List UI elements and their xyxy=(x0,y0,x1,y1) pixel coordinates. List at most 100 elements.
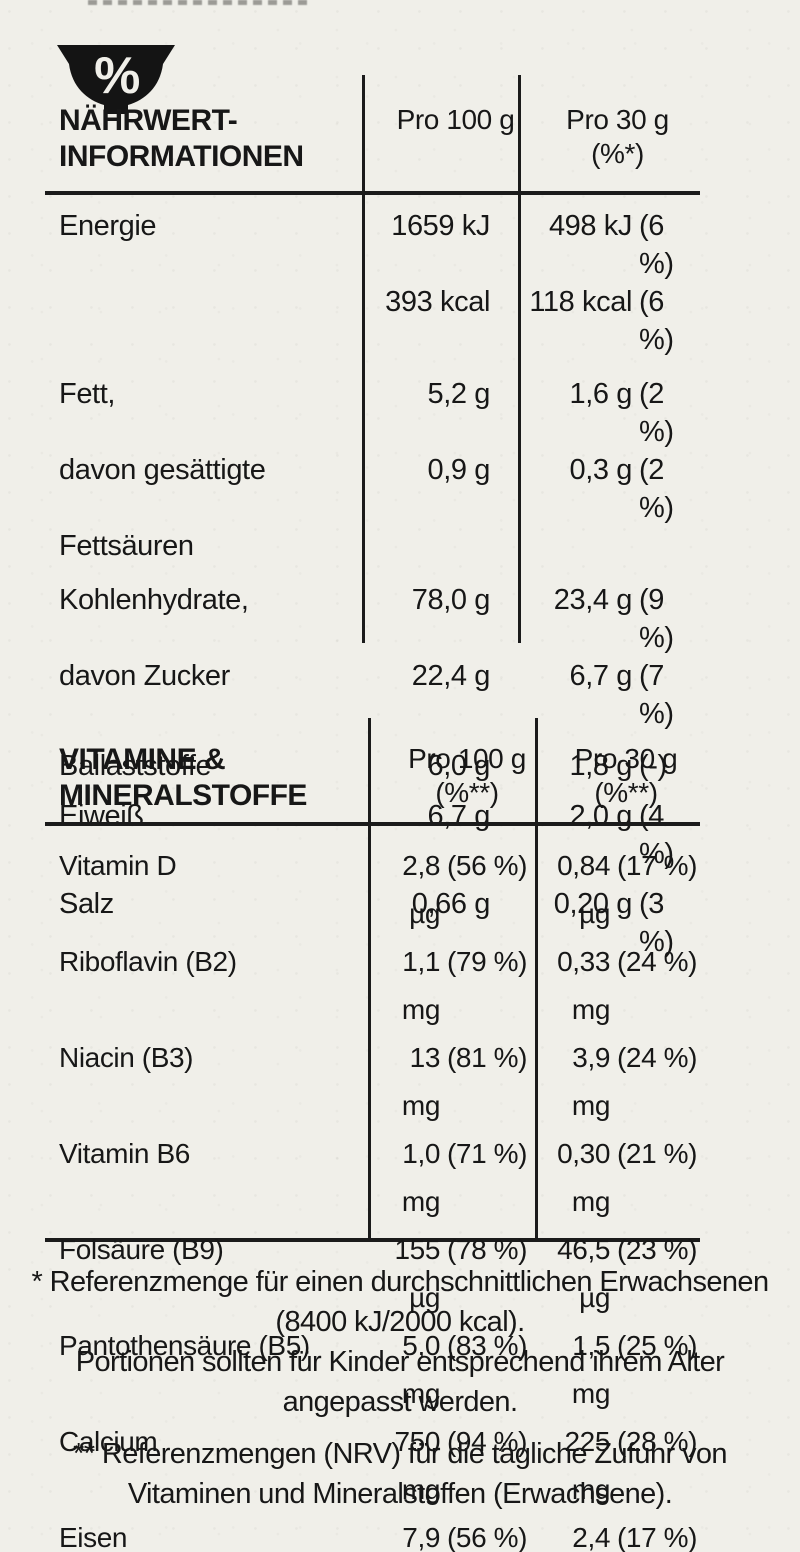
table-row-eisen: Eisen 7,9 mg (56 %) 2,4 mg (17 %) xyxy=(45,1514,700,1552)
value-per100: 7,9 mg (56 %) xyxy=(368,1514,538,1552)
table-row-zucker: davon Zucker 22,4 g 6,7 g (7 %) xyxy=(45,657,700,733)
value-per30-percent: (2 %) xyxy=(639,454,674,524)
row-label: Folsäure (B9) xyxy=(59,1234,224,1265)
value-per30-amount: 23,4 g xyxy=(553,584,633,616)
table-row-energie: Energie 1659 kJ 498 kJ (6 %) xyxy=(45,207,700,283)
value-per30: 498 kJ (6 %) xyxy=(518,207,700,283)
value-per30-amount: 1,5 mg xyxy=(571,1330,611,1409)
value-per30-amount: 118 kcal xyxy=(529,286,632,318)
col-header-line: (%**) xyxy=(435,777,499,808)
value-per30-amount: 0,33 mg xyxy=(557,946,610,1025)
value-per30-amount: 225 mg xyxy=(564,1426,610,1505)
row-label: Calcium xyxy=(59,1426,158,1457)
table-row-salz: Salz 0,66 g 0,20 g (3 %) xyxy=(45,885,700,961)
title-line: VITAMINE & xyxy=(59,743,226,776)
value-per30-amount: 2,0 g xyxy=(569,800,633,832)
value-per100-amount: 7,9 mg xyxy=(402,1522,440,1552)
value-per30: 0,20 g (3 %) xyxy=(518,885,700,961)
col-header-line: Pro 30 g xyxy=(574,743,678,774)
value-per100: 1659 kJ xyxy=(391,210,490,242)
table-row-riboflavin: Riboflavin (B2) 1,1 mg (79 %) 0,33 mg (2… xyxy=(45,938,700,1034)
column-divider xyxy=(368,718,371,1238)
value-per30: 6,7 g (7 %) xyxy=(518,657,700,733)
value-per30-amount: 498 kJ xyxy=(548,210,632,242)
value-per30-amount: 1,8 g xyxy=(569,750,633,782)
row-label: Vitamin B6 xyxy=(59,1138,190,1169)
title-line: INFORMATIONEN xyxy=(59,140,304,173)
column-divider xyxy=(535,718,538,1238)
value-per30: 0,33 mg (24 %) xyxy=(538,938,700,1034)
row-label: Fett, xyxy=(59,378,116,410)
col-header-per100: Pro 100 g xyxy=(376,75,535,191)
percent-bowl-icon: % xyxy=(54,42,178,124)
table-row-pantothensaeure: Pantothensäure (B5) 5,0 mg (83 %) 1,5 mg… xyxy=(45,1322,700,1418)
value-per100: 393 kcal xyxy=(385,286,490,318)
value-per100: 5,0 mg (83 %) xyxy=(368,1322,538,1418)
value-per100: 6,0 g xyxy=(427,750,491,782)
value-per30: 0,3 g (2 %) xyxy=(518,451,700,527)
footnote-line: ** Referenzmengen (NRV) für die tägliche… xyxy=(73,1438,728,1470)
nutrition-table: NÄHRWERT- INFORMATIONEN Pro 100 g Pro 30… xyxy=(45,75,700,958)
table-row-vitamin-d: Vitamin D 2,8 µg (56 %) 0,84 µg (17 %) xyxy=(45,842,700,938)
table-row-energie-kcal: 393 kcal 118 kcal (6 %) xyxy=(45,283,700,359)
value-per30-percent: (6 %) xyxy=(639,210,674,280)
footnote-line: * Referenzmenge für einen durchschnittli… xyxy=(31,1266,770,1298)
value-per30-percent: (23 %) xyxy=(617,1234,698,1265)
value-per30-amount: 0,84 µg xyxy=(557,850,610,929)
row-label: Niacin (B3) xyxy=(59,1042,194,1073)
value-per30-amount: 0,20 g xyxy=(553,888,633,920)
value-per30-percent: (9 %) xyxy=(639,584,674,654)
row-label: Ballaststoffe xyxy=(59,750,212,782)
vitamins-table-title: VITAMINE & MINERALSTOFFE xyxy=(45,718,382,822)
value-per30-amount: 6,7 g xyxy=(569,660,633,692)
table-row-calcium: Calcium 750 mg (94 %) 225 mg (28 %) xyxy=(45,1418,700,1514)
value-per30-amount xyxy=(518,527,632,565)
value-per30: 118 kcal (6 %) xyxy=(518,283,700,359)
column-divider xyxy=(518,75,521,643)
value-per100-amount: 155 µg xyxy=(394,1234,440,1313)
value-per30-percent: (17 %) xyxy=(617,850,698,881)
row-label: Eiweiß xyxy=(59,800,144,832)
value-per30: 225 mg (28 %) xyxy=(538,1418,700,1514)
column-divider xyxy=(362,75,365,643)
row-label: Eisen xyxy=(59,1522,128,1552)
value-per30-percent: (6 %) xyxy=(639,286,674,356)
table-row-kohlenhydrate: Kohlenhydrate, 78,0 g 23,4 g (9 %) xyxy=(45,581,700,657)
value-per30-amount: 1,6 g xyxy=(569,378,633,410)
value-per100: 6,7 g xyxy=(427,800,491,832)
value-per100-amount: 1,0 mg xyxy=(401,1138,441,1217)
value-per30-percent: (4 %) xyxy=(639,800,674,870)
row-label: davon gesättigte xyxy=(59,454,266,486)
value-per100-amount: 5,0 mg xyxy=(401,1330,441,1409)
col-header-per30: Pro 30 g (%*) xyxy=(535,75,700,191)
value-per100-amount: 2,8 µg xyxy=(402,850,440,929)
value-per30 xyxy=(518,527,700,565)
bowl-icon-graphic: % xyxy=(57,45,175,114)
cut-off-text-strip xyxy=(88,0,312,5)
value-per30: 3,9 mg (24 %) xyxy=(538,1034,700,1130)
value-per30-percent: (24 %) xyxy=(617,946,698,977)
value-per100 xyxy=(362,527,518,565)
value-per100: 155 µg (78 %) xyxy=(368,1226,538,1322)
value-per30-percent: (3 %) xyxy=(639,888,674,958)
value-per30-percent: (7 %) xyxy=(639,660,674,730)
row-label: Energie xyxy=(59,210,157,242)
footnote-line: Vitaminen und Mineralstoffen (Erwachsene… xyxy=(127,1478,673,1510)
value-per30-percent: (-) xyxy=(639,750,667,782)
row-label xyxy=(45,283,362,359)
col-header-line: Pro 100 g xyxy=(396,104,515,135)
footnote-nrv: ** Referenzmengen (NRV) für die tägliche… xyxy=(0,1434,800,1514)
value-per100-percent: (83 %) xyxy=(447,1330,528,1361)
row-label: Riboflavin (B2) xyxy=(59,946,237,977)
value-per30-amount: 2,4 mg xyxy=(572,1522,610,1552)
value-per30: 2,0 g (4 %) xyxy=(518,797,700,873)
value-per30-amount: 46,5 µg xyxy=(557,1234,610,1313)
footnote-line: angepasst werden. xyxy=(282,1386,518,1418)
title-line: MINERALSTOFFE xyxy=(59,779,307,812)
col-header-line: (%**) xyxy=(594,777,658,808)
value-per100: 78,0 g xyxy=(411,584,491,616)
value-per100-percent: (79 %) xyxy=(447,946,528,977)
value-per30: 0,30 mg (21 %) xyxy=(538,1130,700,1226)
value-per30-percent: (2 %) xyxy=(639,378,674,448)
